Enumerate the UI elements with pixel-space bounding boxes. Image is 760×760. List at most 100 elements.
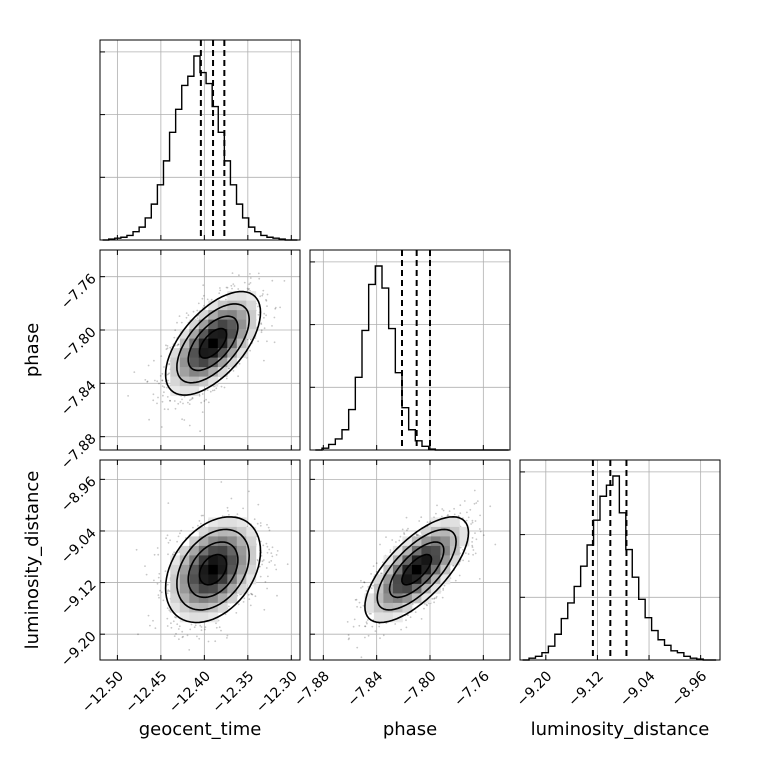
density-cell (208, 329, 219, 339)
scatter-point (194, 624, 197, 627)
panel-frame (99, 249, 301, 451)
scatter-point (494, 543, 497, 546)
joint-panel-phase-luminosity_distance (309, 459, 511, 661)
scatter-point (378, 625, 381, 628)
contour-level-3 (364, 515, 470, 624)
scatter-point (368, 612, 371, 615)
scatter-point (200, 514, 203, 517)
density-cell (170, 376, 181, 387)
scatter-point (467, 516, 470, 519)
scatter-point (414, 611, 417, 613)
scatter-point (237, 375, 240, 378)
scatter-point (214, 640, 217, 643)
scatter-point (145, 573, 148, 576)
scatter-point (405, 516, 408, 519)
scatter-point (162, 394, 164, 397)
scatter-point (260, 329, 263, 332)
density-cell (421, 536, 432, 547)
scatter-point (382, 634, 385, 637)
density-cell (440, 555, 451, 566)
scatter-point (479, 530, 482, 533)
density-cell (189, 564, 200, 575)
density-cell (383, 574, 394, 585)
density-cell (440, 536, 451, 547)
scatter-point (220, 629, 222, 632)
scatter-point (420, 516, 423, 519)
density-cell (411, 564, 422, 575)
scatter-point (187, 401, 189, 404)
scatter-point (372, 565, 375, 567)
scatter-point (202, 294, 205, 297)
scatter-point (275, 568, 278, 571)
density-cell (246, 310, 257, 320)
contour-level-2 (176, 303, 251, 384)
scatter-point (476, 500, 479, 502)
scatter-point (161, 373, 164, 375)
density-cell (189, 545, 200, 556)
scatter-point (172, 620, 175, 623)
y-axis-label-luminosity_distance: luminosity_distance (22, 471, 43, 650)
scatter-point (190, 398, 193, 401)
scatter-point (268, 561, 271, 564)
scatter-point (246, 287, 249, 290)
y-tick-label: −7.76 (58, 271, 100, 313)
scatter-point (266, 551, 269, 554)
scatter-point (191, 396, 194, 399)
scatter-point (459, 552, 462, 555)
scatter-point (225, 298, 227, 301)
scatter-point (177, 402, 180, 405)
scatter-point (178, 625, 181, 628)
density-cell (217, 555, 228, 566)
scatter-point (270, 560, 273, 562)
scatter-point (178, 638, 180, 641)
scatter-point (196, 317, 199, 319)
scatter-point (364, 625, 367, 628)
scatter-point (262, 289, 265, 292)
y-tick-label: −8.96 (58, 474, 100, 516)
scatter-point (283, 280, 286, 282)
density-cell (392, 555, 403, 566)
scatter-point (249, 338, 252, 341)
scatter-point (253, 518, 256, 521)
density-cell (179, 574, 190, 585)
scatter-point (182, 635, 185, 638)
scatter-point (254, 595, 257, 598)
scatter-point (238, 362, 241, 365)
scatter-point (260, 323, 263, 325)
scatter-point (395, 541, 397, 543)
density-cell (236, 526, 247, 537)
x-tick-label: −12.45 (123, 668, 171, 716)
density-cell (170, 574, 181, 585)
scatter-point (261, 563, 263, 566)
scatter-point (415, 534, 418, 537)
scatter-point (160, 426, 163, 428)
panel-frame (519, 459, 721, 661)
density-cell (227, 593, 238, 604)
scatter-point (263, 316, 265, 319)
scatter-point (467, 560, 470, 562)
density-cell (189, 376, 200, 387)
scatter-point (177, 628, 180, 630)
scatter-point (192, 310, 195, 313)
density-cell (392, 583, 403, 594)
density-cell (189, 574, 200, 585)
density-cell (227, 300, 238, 311)
scatter-point (242, 601, 245, 603)
scatter-point (453, 507, 455, 510)
density-cell (236, 319, 247, 330)
scatter-point (370, 573, 372, 575)
scatter-point (160, 591, 163, 594)
scatter-point (365, 621, 368, 623)
scatter-point (205, 398, 208, 401)
scatter-point (170, 622, 172, 625)
scatter-point (173, 551, 176, 554)
density-cell (179, 602, 190, 613)
scatter-point (226, 634, 229, 637)
density-cell (198, 536, 209, 547)
density-cell (411, 574, 422, 585)
scatter-point (218, 626, 221, 629)
scatter-point (407, 614, 409, 616)
density-cell (217, 517, 228, 528)
y-tick-label: −7.80 (58, 324, 100, 366)
scatter-point (232, 370, 235, 372)
